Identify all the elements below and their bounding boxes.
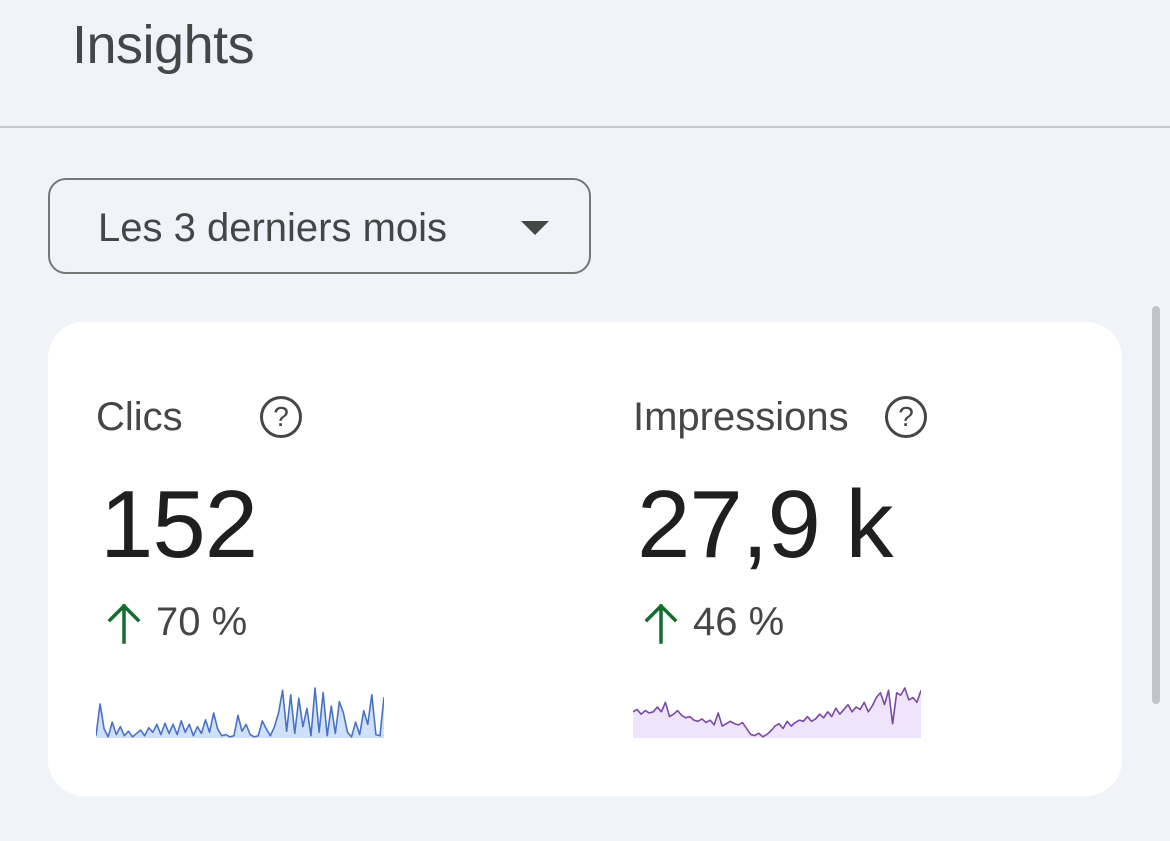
clicks-value: 152 xyxy=(100,471,258,578)
clicks-metric: Clics ? 152 70 % xyxy=(96,322,576,796)
impressions-sparkline-area xyxy=(633,688,921,738)
impressions-sparkline xyxy=(633,687,921,738)
help-icon[interactable]: ? xyxy=(260,396,302,438)
period-dropdown[interactable]: Les 3 derniers mois xyxy=(48,178,591,274)
help-icon[interactable]: ? xyxy=(885,396,927,438)
impressions-value: 27,9 k xyxy=(637,471,894,578)
impressions-metric: Impressions ? 27,9 k 46 % xyxy=(633,322,1113,796)
clicks-delta-value: 70 % xyxy=(156,600,248,644)
arrow-up-icon xyxy=(644,603,678,644)
scrollbar[interactable] xyxy=(1152,306,1160,704)
impressions-sparkline-line xyxy=(633,687,921,738)
period-dropdown-value: Les 3 derniers mois xyxy=(98,206,448,250)
clicks-label: Clics xyxy=(96,395,183,439)
page-header: Insights xyxy=(0,0,1170,128)
impressions-delta-value: 46 % xyxy=(693,600,785,644)
caret-down-icon xyxy=(521,221,549,235)
insights-card: Clics ? 152 70 % Impressions ? 27,9 k xyxy=(48,322,1122,796)
arrow-up-icon xyxy=(107,603,141,644)
clicks-sparkline-line xyxy=(96,687,384,738)
page-title: Insights xyxy=(72,15,255,75)
clicks-sparkline xyxy=(96,687,384,738)
impressions-label: Impressions xyxy=(633,395,849,439)
